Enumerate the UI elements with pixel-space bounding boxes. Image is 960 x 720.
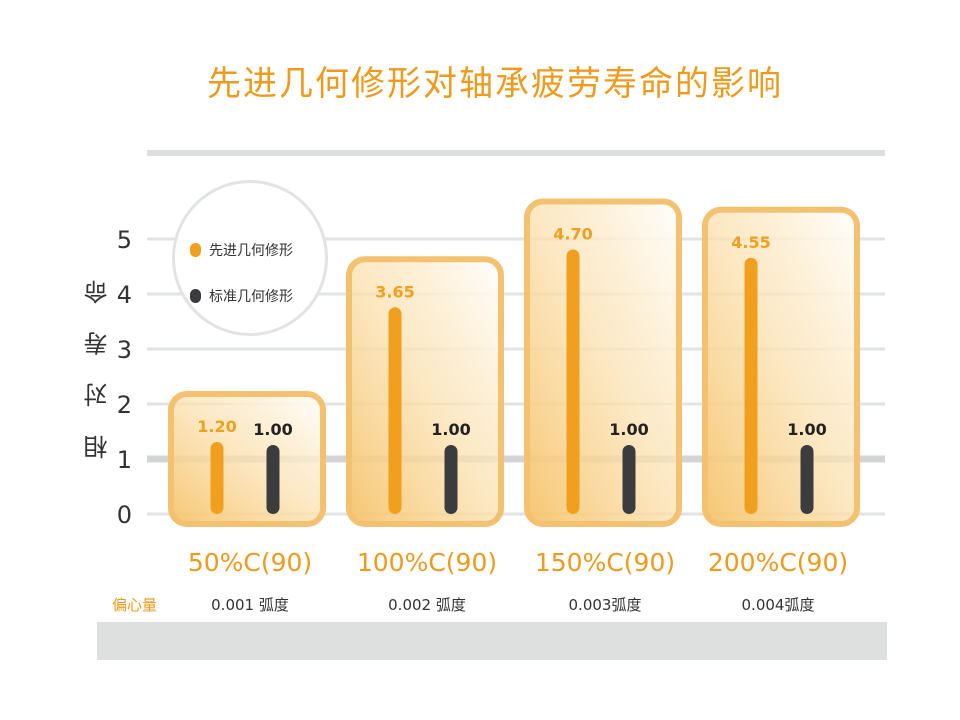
eccentricity-value: 0.003弧度 [568,596,642,614]
gridline [147,237,885,241]
legend-swatch-advanced [190,243,201,257]
y-tick-label: 4 [117,281,132,309]
bar-advanced [566,249,580,514]
value-label-standard: 1.00 [609,420,648,439]
legend-item-advanced: 先进几何修形 [190,240,293,260]
category-label: 150%C(90) [534,548,676,577]
value-label-standard: 1.00 [787,420,826,439]
top-rule [147,150,885,156]
category-panel [168,391,326,527]
gridline [147,512,885,516]
bar-standard [266,445,280,514]
legend-label-standard: 标准几何修形 [209,289,293,305]
gridline [147,402,885,406]
legend-label-advanced: 先进几何修形 [209,243,293,259]
y-tick-label: 0 [117,501,132,529]
footer-band [97,622,887,660]
bar-standard [622,445,636,514]
category-panel [702,206,860,527]
eccentricity-value: 0.004弧度 [741,596,815,614]
bar-standard [444,445,458,514]
category-label: 50%C(90) [187,548,313,577]
bar-standard [800,445,814,514]
value-label-standard: 1.00 [431,420,470,439]
chart-title: 先进几何修形对轴承疲劳寿命的影响 [207,64,783,104]
y-axis-label: 相 对 寿 命 [84,270,112,459]
legend-item-standard: 标准几何修形 [190,286,293,306]
bar-advanced [388,307,402,514]
value-label-advanced: 1.20 [197,417,236,436]
y-tick-label: 3 [117,336,132,364]
bar-advanced [744,257,758,514]
y-tick-label: 2 [117,391,132,419]
eccentricity-label: 偏心量 [112,596,158,614]
legend-swatch-standard [190,289,201,303]
value-label-standard: 1.00 [253,420,292,439]
gridline [147,455,885,463]
gridline [147,292,885,296]
category-label: 100%C(90) [356,548,498,577]
value-label-advanced: 3.65 [375,282,414,301]
y-tick-label: 1 [117,446,132,474]
eccentricity-value: 0.002 弧度 [388,596,466,614]
value-label-advanced: 4.70 [553,225,592,244]
bar-advanced [210,442,224,514]
legend [172,180,328,336]
gridline [147,347,885,351]
category-panel [346,256,504,527]
category-label: 200%C(90) [707,548,849,577]
y-tick-label: 5 [117,226,132,254]
value-label-advanced: 4.55 [731,233,770,252]
eccentricity-value: 0.001 弧度 [211,596,289,614]
category-panel [524,198,682,527]
